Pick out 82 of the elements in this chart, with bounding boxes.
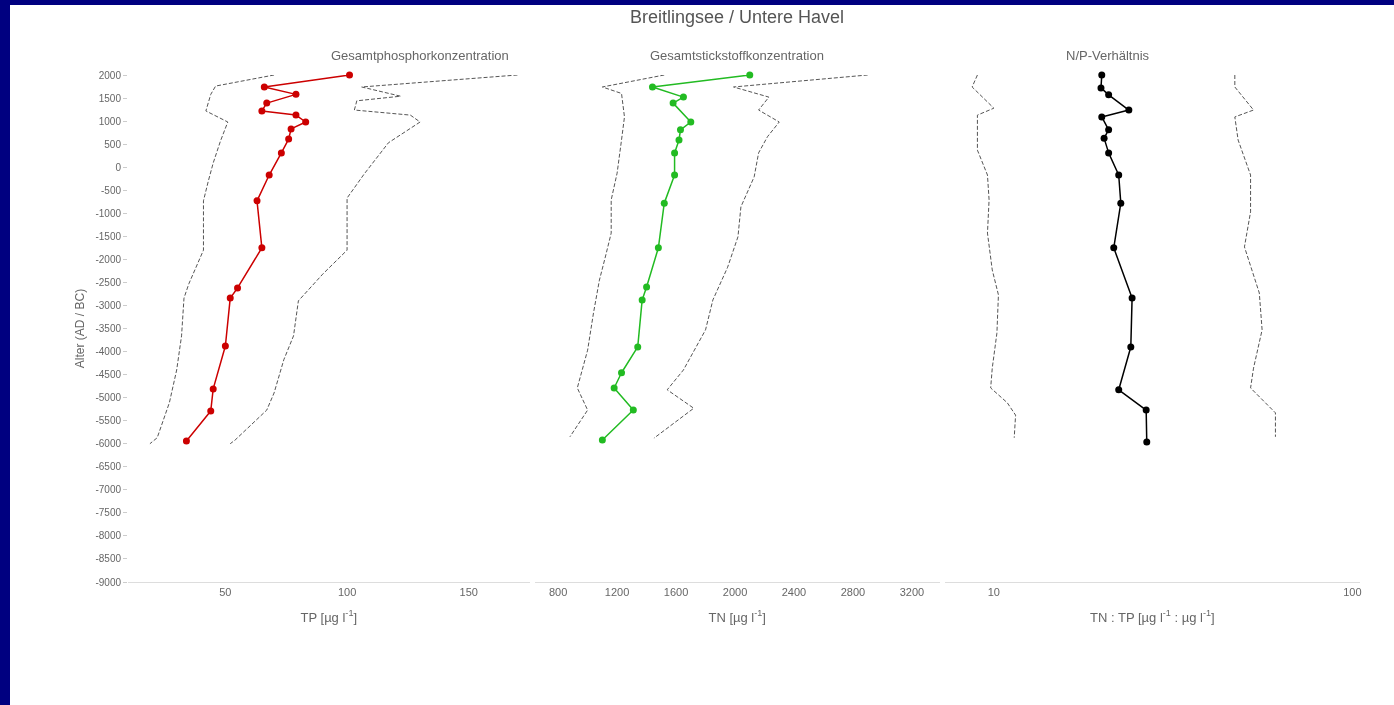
point <box>258 107 266 115</box>
point <box>676 126 684 134</box>
y-tick-label: -500 <box>100 184 122 196</box>
point <box>598 436 606 444</box>
x-axis-title: TN [µg l$^{-1}$] <box>708 608 766 625</box>
point <box>610 384 618 392</box>
point <box>287 125 295 133</box>
point <box>260 83 268 91</box>
point <box>221 342 229 350</box>
point <box>634 343 642 351</box>
point <box>265 171 273 179</box>
chart-subtitle: N/P-Verhältnis <box>1066 48 1150 63</box>
x-tick-label: 2000 <box>722 586 748 599</box>
point <box>618 369 626 377</box>
y-tick-label: -3000 <box>95 299 122 311</box>
line-series <box>229 75 518 445</box>
point <box>669 99 677 107</box>
point <box>671 171 679 179</box>
point <box>182 437 190 445</box>
chart-subtitle: Gesamtstickstoffkonzentration <box>650 48 824 63</box>
point <box>234 284 242 292</box>
point <box>629 406 637 414</box>
y-tick-label: -2000 <box>95 253 122 265</box>
x-tick-label: 3200 <box>899 586 925 599</box>
point <box>292 90 300 98</box>
y-tick-label: -5000 <box>95 392 122 404</box>
point <box>207 407 215 415</box>
y-tick-label: 0 <box>115 161 122 173</box>
point <box>258 244 266 252</box>
y-tick-label: -7000 <box>95 484 122 496</box>
y-tick-label: -1500 <box>95 230 122 242</box>
x-tick-label: 1600 <box>663 586 689 599</box>
x-axis-title: TP [µg l$^{-1}$] <box>300 608 358 625</box>
point <box>654 244 662 252</box>
y-tick-label: -1000 <box>95 207 122 219</box>
point <box>671 149 679 157</box>
x-tick-label: 100 <box>337 586 357 599</box>
point <box>660 199 668 207</box>
point <box>292 111 300 119</box>
x-tick-label: 100 <box>1343 586 1362 599</box>
y-tick-label: -8000 <box>95 530 122 542</box>
point <box>643 283 651 291</box>
y-tick-label: -6500 <box>95 461 122 473</box>
y-tick-label: 1000 <box>98 115 122 127</box>
y-tick-label: -5500 <box>95 415 122 427</box>
x-tick-label: 1200 <box>604 586 630 599</box>
x-tick-label: 150 <box>459 586 478 599</box>
point <box>226 294 234 302</box>
y-tick-label: -6000 <box>95 438 122 450</box>
point <box>687 118 695 126</box>
x-tick-label: 2400 <box>781 586 807 599</box>
y-tick-label: 2000 <box>98 69 122 81</box>
line-series <box>149 75 275 445</box>
point <box>302 118 310 126</box>
y-tick-label: -4000 <box>95 346 122 358</box>
chart-subtitle: Gesamtphosphorkonzentration <box>331 48 509 63</box>
point <box>209 385 217 393</box>
y-tick-label: -7500 <box>95 507 122 519</box>
point <box>277 149 285 157</box>
y-tick-label: -2500 <box>95 276 122 288</box>
y-tick-label: -4500 <box>95 369 122 381</box>
x-tick-label: 10 <box>987 586 1000 599</box>
y-tick-label: -9000 <box>95 576 122 588</box>
x-tick-label: 800 <box>548 586 568 599</box>
point <box>253 197 261 205</box>
y-tick-label: -8500 <box>95 553 122 565</box>
y-axis-title: Alter (AD / BC) <box>72 288 87 369</box>
point <box>263 99 271 107</box>
point <box>746 71 754 79</box>
y-tick-label: 500 <box>104 138 122 150</box>
point <box>679 93 687 101</box>
point <box>675 136 683 144</box>
point <box>285 135 293 143</box>
point <box>648 83 656 91</box>
point <box>638 296 646 304</box>
chart-title: Breitlingsee / Untere Havel <box>630 7 845 27</box>
x-tick-label: 2800 <box>840 586 866 599</box>
point <box>346 71 354 79</box>
y-tick-label: -3500 <box>95 323 122 334</box>
y-tick-label: 1500 <box>98 92 122 104</box>
x-axis-title: TN : TP [µg l$^{-1}$ : µg l$^{-1}$] <box>1090 608 1215 625</box>
x-tick-label: 50 <box>219 586 232 599</box>
